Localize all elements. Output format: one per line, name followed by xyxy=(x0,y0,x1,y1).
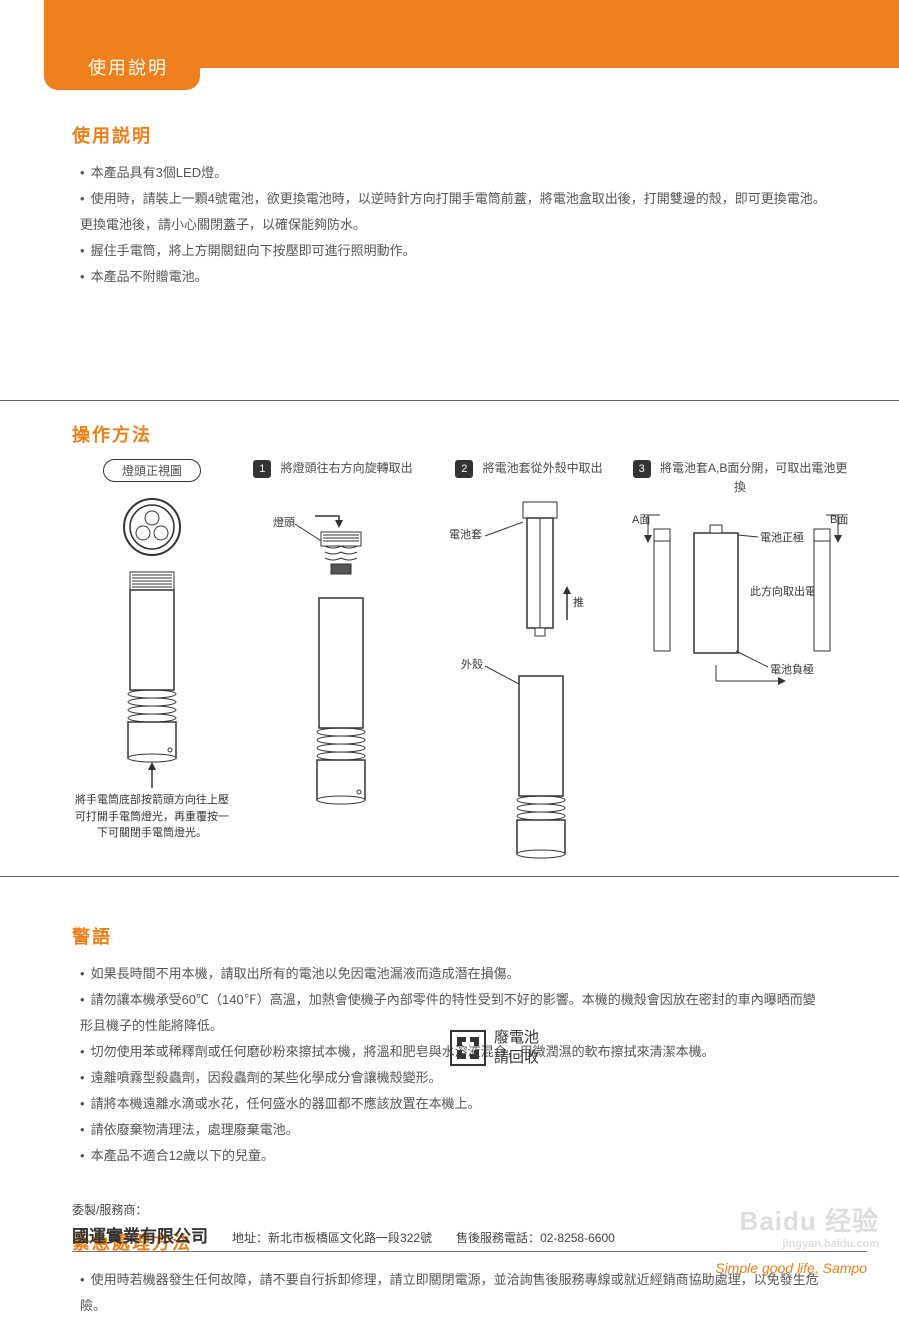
warning-item: 請將本機遠離水滴或水花，任何盛水的器皿都不應該放置在本機上。 xyxy=(80,1091,827,1117)
warning-item: 遠離噴霧型殺蟲劑，因殺蟲劑的某些化學成分會讓機殼變形。 xyxy=(80,1065,827,1091)
address: 地址：新北市板橋區文化路一段322號 xyxy=(232,1229,432,1246)
warning-item: 請依廢棄物清理法，處理廢棄電池。 xyxy=(80,1117,827,1143)
emergency-list: 使用時若機器發生任何故障，請不要自行拆卸修理，請立即關閉電源，並洽詢售後服務專線… xyxy=(72,1267,827,1319)
step3-diagram: A面 B面 電池正極 此方向取出電池 電池負極 xyxy=(630,505,850,725)
svg-text:電池負極: 電池負極 xyxy=(770,662,814,676)
operation-title: 操作方法 xyxy=(72,421,827,447)
panel-step-3: 3 將電池套A,B面分開，可取出電池更換 A面 B面 電池正極 此方向取出電池 xyxy=(630,459,850,725)
watermark: Baidu 经验 jingyan.baidu.com xyxy=(740,1201,879,1250)
front-view-label: 燈頭正視圖 xyxy=(103,459,201,482)
recycle-icon xyxy=(450,1030,486,1066)
company-name: 國運實業有限公司 xyxy=(72,1222,208,1247)
usage-item: 握住手電筒，將上方開關鈕向下按壓即可進行照明動作。 xyxy=(80,238,827,264)
step-badge: 2 xyxy=(455,460,473,478)
header-band: 使用說明 xyxy=(44,0,899,68)
panel-step-1: 1 將燈頭往右方向旋轉取出 燈頭 xyxy=(238,459,428,868)
recycle-line1: 廢電池 xyxy=(494,1028,539,1048)
step-title: 將燈頭往右方向旋轉取出 xyxy=(281,461,413,475)
step-badge: 3 xyxy=(633,460,651,478)
usage-title: 使用説明 xyxy=(72,122,827,148)
diagram-row: 燈頭正視圖 xyxy=(72,459,827,868)
tagline: Simple good life, Sampo xyxy=(715,1260,867,1276)
svg-text:電池套: 電池套 xyxy=(449,528,482,541)
recycle-line2: 請回收 xyxy=(494,1048,539,1068)
phone: 售後服務電話：02-8258-6600 xyxy=(456,1229,615,1246)
header-tab: 使用說明 xyxy=(44,40,200,90)
step-title: 將電池套A,B面分開，可取出電池更換 xyxy=(660,461,847,494)
svg-text:電池正極: 電池正極 xyxy=(760,530,804,544)
page-content: 使用説明 本產品具有3個LED燈。 使用時，請裝上一顆4號電池，欲更換電池時，以… xyxy=(0,68,899,400)
warning-item: 本產品不適合12歲以下的兒童。 xyxy=(80,1143,827,1169)
usage-item: 使用時，請裝上一顆4號電池，欲更換電池時，以逆時針方向打開手電筒前蓋，將電池盒取… xyxy=(80,186,827,238)
step-title: 將電池套從外殼中取出 xyxy=(483,461,603,475)
step-badge: 1 xyxy=(253,460,271,478)
svg-text:推: 推 xyxy=(573,595,584,609)
step2-diagram: 電池套 推 外殼 xyxy=(439,488,619,868)
panel-front-view: 燈頭正視圖 xyxy=(72,459,232,842)
svg-text:B面: B面 xyxy=(830,514,848,526)
warning-item: 如果長時間不用本機，請取出所有的電池以免因電池漏液而造成潛在損傷。 xyxy=(80,961,827,987)
usage-list: 本產品具有3個LED燈。 使用時，請裝上一顆4號電池，欲更換電池時，以逆時針方向… xyxy=(72,160,827,290)
panel0-caption: 將手電筒底部按箭頭方向往上壓可打開手電筒燈光，再重覆按一下可關閉手電筒燈光。 xyxy=(72,792,232,842)
panel-step-2: 2 將電池套從外殼中取出 電池套 推 外殼 xyxy=(434,459,624,868)
usage-item: 本產品不附贈電池。 xyxy=(80,264,827,290)
recycle-notice: 廢電池 請回收 xyxy=(450,1028,539,1067)
svg-text:外殼: 外殼 xyxy=(461,658,483,671)
flashlight-front-diagram xyxy=(82,492,222,792)
warning-title: 警語 xyxy=(72,923,827,949)
step1-diagram: 燈頭 xyxy=(243,488,423,868)
label-head: 燈頭 xyxy=(273,515,295,529)
usage-item: 本產品具有3個LED燈。 xyxy=(80,160,827,186)
